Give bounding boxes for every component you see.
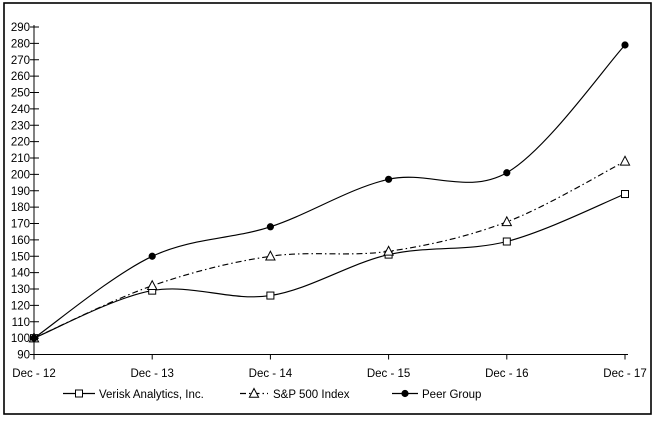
legend-label: Verisk Analytics, Inc. [99, 389, 204, 401]
y-tick-label: 260 [11, 71, 30, 83]
circle-marker [621, 41, 629, 49]
y-tick-label: 210 [11, 153, 30, 165]
y-tick-label: 170 [11, 219, 30, 231]
y-tick-label: 240 [11, 104, 30, 116]
legend-item-peer-group: Peer Group [392, 389, 481, 401]
x-tick-label: Dec - 13 [130, 368, 173, 380]
y-tick-label: 220 [11, 137, 30, 149]
chart-frame-border [3, 2, 652, 415]
legend-label: S&P 500 Index [273, 389, 350, 401]
legend-label: Peer Group [422, 389, 481, 401]
square-marker [266, 291, 275, 300]
triangle-marker [501, 215, 513, 227]
legend-item-verisk-analytics-inc: Verisk Analytics, Inc. [63, 389, 204, 401]
y-tick-label: 250 [11, 88, 30, 100]
y-tick-label: 130 [11, 284, 30, 296]
circle-marker [266, 223, 274, 231]
triangle-marker [248, 387, 260, 398]
x-tick-label: Dec - 14 [249, 368, 293, 380]
y-tick-label: 160 [11, 235, 30, 247]
y-tick-label: 180 [11, 202, 30, 214]
series-peer-group [30, 41, 629, 342]
series-line [33, 44, 626, 339]
circle-marker [401, 389, 409, 398]
y-tick-label: 140 [11, 268, 30, 280]
y-tick-label: 270 [11, 55, 30, 67]
square-marker [75, 389, 83, 398]
y-tick-label: 200 [11, 169, 30, 181]
legend-item-s-p-500-index: S&P 500 Index [240, 387, 350, 401]
y-tick-label: 100 [11, 333, 30, 345]
y-axis: 90 100 110 120 130 140 150 160 170 180 190 200 210 22… [11, 22, 39, 362]
square-marker [621, 190, 629, 199]
series-line [33, 160, 626, 339]
y-tick-label: 190 [11, 186, 30, 198]
y-tick-label: 150 [11, 251, 30, 263]
triangle-marker [264, 250, 276, 261]
y-tick-label: 290 [11, 22, 30, 34]
triangle-marker [383, 245, 395, 256]
square-marker [502, 237, 511, 246]
triangle-marker [619, 155, 631, 166]
x-tick-label: Dec - 16 [485, 368, 528, 380]
x-axis: Dec - 12 Dec - 13 Dec - 14 Dec - 15 Dec - 16… [12, 354, 647, 380]
series-verisk-analytics-inc [30, 190, 629, 343]
y-tick-label: 110 [12, 317, 30, 329]
circle-marker [148, 252, 156, 260]
x-tick-label: Dec - 17 [603, 368, 646, 380]
triangle-marker [146, 279, 158, 291]
circle-marker [503, 169, 511, 177]
y-tick-label: 120 [11, 300, 30, 312]
circle-marker [385, 175, 393, 183]
legend: Verisk Analytics, Inc. S&P 500 Index Peer … [63, 387, 481, 401]
x-tick-label: Dec - 12 [12, 368, 55, 380]
series-line [33, 193, 626, 339]
y-tick-label: 230 [11, 120, 30, 132]
x-tick-label: Dec - 15 [367, 368, 410, 380]
circle-marker [30, 334, 38, 342]
y-tick-label: 280 [11, 38, 30, 50]
y-tick-label: 90 [17, 350, 30, 362]
